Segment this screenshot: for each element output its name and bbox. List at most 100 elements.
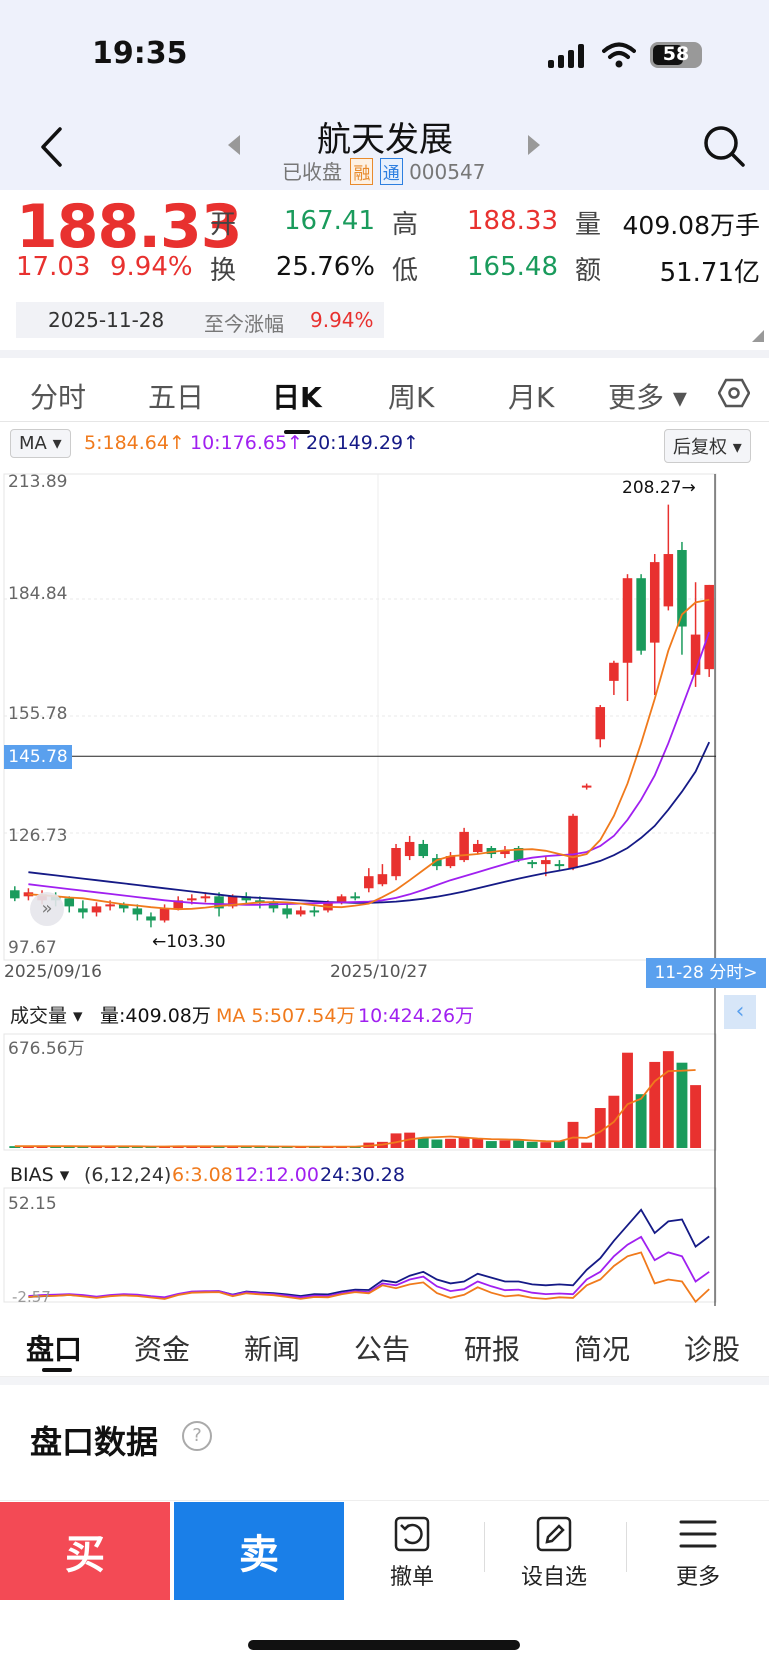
indicator-selector[interactable]: MA ▾ <box>10 429 71 458</box>
candle-body <box>159 908 170 921</box>
volume-bar <box>499 1140 511 1148</box>
candle-body <box>214 896 224 909</box>
stock-name: 航天发展 <box>317 120 453 160</box>
help-icon[interactable]: ? <box>182 1421 212 1451</box>
candle-body <box>472 843 483 853</box>
order-book-section: 盘口数据 ? <box>0 1377 769 1502</box>
tab-more[interactable]: 更多 ▾ <box>608 381 687 414</box>
bias-top-label: 52.15 <box>8 1194 57 1214</box>
candle-body <box>418 843 429 857</box>
sell-button[interactable]: 卖 <box>174 1502 344 1600</box>
volume-selector[interactable]: 成交量 ▾ <box>10 1005 83 1027</box>
ma10-value: 10:176.65↑ <box>190 432 303 454</box>
candle-body <box>350 896 360 899</box>
candle-body <box>173 900 183 909</box>
volume-bar <box>676 1062 688 1148</box>
tab-order-book[interactable]: 盘口 <box>26 1333 83 1366</box>
volume-bar <box>36 1146 48 1148</box>
volume-label: 量 <box>575 210 602 240</box>
candle-body <box>78 908 88 913</box>
back-arrow-icon[interactable] <box>38 126 64 168</box>
ma5-line <box>28 598 710 911</box>
prev-stock-icon[interactable] <box>226 134 242 156</box>
volume-frame <box>3 1033 717 1151</box>
volume-current: 量:409.08万 <box>100 1005 211 1027</box>
tab-announcements[interactable]: 公告 <box>354 1333 411 1366</box>
tab-capital[interactable]: 资金 <box>134 1333 191 1366</box>
ma20-value: 20:149.29↑ <box>306 432 419 454</box>
candle-body <box>677 550 687 627</box>
market-status: 已收盘 <box>282 160 342 184</box>
candle-body <box>622 578 633 663</box>
expand-corner-icon[interactable] <box>752 330 764 342</box>
bias-selector[interactable]: BIAS ▾ <box>10 1164 70 1186</box>
tab-diagnosis[interactable]: 诊股 <box>684 1333 741 1366</box>
volume-bar <box>431 1139 443 1148</box>
bias24-line <box>28 1208 710 1299</box>
cancel-order-label: 撤单 <box>389 1565 434 1590</box>
bias6-line <box>28 1251 710 1304</box>
tab-profile[interactable]: 简况 <box>574 1333 631 1366</box>
volume-bar <box>240 1146 252 1148</box>
cancel-order-button[interactable]: 撤单 <box>352 1515 472 1591</box>
search-icon[interactable] <box>702 124 746 168</box>
more-menu-button[interactable]: 更多 <box>638 1515 758 1591</box>
more-menu-label: 更多 <box>675 1565 720 1590</box>
tab-research[interactable]: 研报 <box>464 1333 521 1366</box>
volume-bar <box>622 1052 633 1148</box>
volume-bar <box>390 1133 402 1148</box>
low-value: 165.48 <box>467 252 558 282</box>
candle-body <box>636 578 646 651</box>
y-label-bottom: 97.67 <box>8 938 57 958</box>
y-label-4: 126.73 <box>8 826 68 846</box>
high-value: 188.33 <box>467 206 558 236</box>
buy-button[interactable]: 买 <box>0 1502 170 1600</box>
tab-timeshare[interactable]: 分时 <box>30 381 87 414</box>
adjust-selector[interactable]: 后复权 ▾ <box>664 429 751 463</box>
candle-body <box>527 862 537 865</box>
collapse-side-button[interactable]: ‹ <box>724 995 756 1029</box>
volume-bar <box>540 1142 552 1148</box>
wifi-icon <box>602 42 636 68</box>
volume-bar <box>526 1141 538 1148</box>
range-pct: 9.94% <box>310 308 374 332</box>
tab-news[interactable]: 新闻 <box>244 1333 301 1366</box>
open-label: 开 <box>210 210 237 240</box>
scroll-left-button[interactable]: » <box>30 892 64 926</box>
volume-header: 成交量 ▾ 量:409.08万 MA 5:507.54万 10:424.26万 … <box>0 995 769 1033</box>
candle-body <box>295 910 306 915</box>
section-title: 盘口数据 <box>30 1423 159 1461</box>
candle-body <box>227 896 238 907</box>
menu-icon <box>679 1520 717 1548</box>
candle-body <box>581 785 592 788</box>
tab-daily-k[interactable]: 日K <box>272 376 322 434</box>
stock-chart[interactable] <box>0 466 769 1306</box>
volume-bar <box>649 1061 661 1148</box>
bias6-value: 6:3.08 <box>172 1164 233 1186</box>
volume-bar <box>458 1137 470 1148</box>
candle-body <box>364 876 374 889</box>
volume-bar <box>635 1094 647 1148</box>
volume-bar <box>472 1138 484 1148</box>
next-stock-icon[interactable] <box>526 134 542 156</box>
chart-settings-icon[interactable] <box>718 378 750 408</box>
stock-code: 000547 <box>409 160 486 184</box>
status-bar: 19:35 58 <box>0 0 769 110</box>
candle-body <box>459 831 469 861</box>
add-watchlist-button[interactable]: 设自选 <box>494 1515 614 1591</box>
tab-five-day[interactable]: 五日 <box>148 381 205 414</box>
candle-body <box>91 906 102 913</box>
bias24-value: 24:30.28 <box>320 1164 405 1186</box>
volume-bar <box>553 1141 565 1148</box>
stock-header: 航天发展 已收盘 融 通 000547 <box>0 110 769 190</box>
date-range-box[interactable]: 2025-11-28 至今涨幅 9.94% <box>16 302 384 338</box>
candle-body <box>105 904 115 907</box>
low-marker: ←103.30 <box>152 932 226 952</box>
candle-body <box>609 662 619 681</box>
bias-bottom-label: -2.57 <box>12 1288 51 1306</box>
turnover-label: 换 <box>210 256 237 286</box>
tab-monthly-k[interactable]: 月K <box>508 381 555 414</box>
tab-weekly-k[interactable]: 周K <box>388 381 435 414</box>
status-time: 19:35 <box>92 36 188 71</box>
timeshare-button[interactable]: 11-28 分时> <box>646 958 766 988</box>
